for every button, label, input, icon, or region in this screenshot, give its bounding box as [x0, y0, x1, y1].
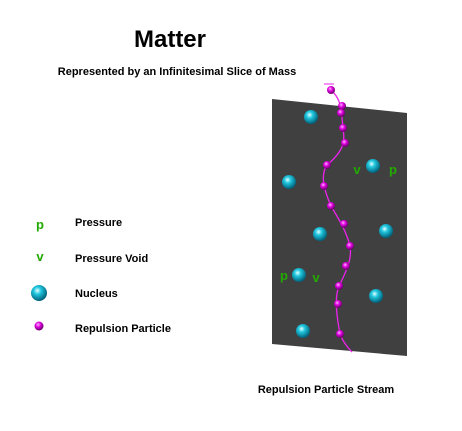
nuclei	[282, 110, 393, 338]
legend-label: Pressure	[75, 217, 122, 229]
nucleus	[369, 289, 383, 303]
slab-label: p	[389, 162, 397, 177]
subtitle: Represented by an Infinitesimal Slice of…	[58, 66, 296, 78]
particle	[342, 262, 350, 270]
legend-symbol: v	[36, 249, 44, 264]
nucleus	[313, 227, 327, 241]
slab-label: v	[353, 162, 361, 177]
caption: Repulsion Particle Stream	[258, 384, 395, 396]
title: Matter	[134, 26, 206, 53]
nucleus	[292, 268, 306, 282]
legend: p Pressure v Pressure Void Nucleus Repul…	[31, 217, 171, 335]
particle	[339, 124, 347, 132]
particle	[341, 139, 349, 147]
particle	[327, 202, 335, 210]
particle	[340, 220, 348, 228]
nucleus	[296, 324, 310, 338]
particle	[336, 330, 344, 338]
particle	[338, 102, 346, 110]
particle	[327, 86, 335, 94]
particles	[320, 86, 354, 338]
particle	[323, 161, 331, 169]
legend-label: Nucleus	[75, 288, 118, 300]
particle	[346, 242, 354, 250]
particle	[320, 182, 328, 190]
particle	[335, 282, 343, 290]
legend-nucleus	[31, 285, 47, 301]
legend-label: Pressure Void	[75, 253, 148, 265]
particle	[334, 300, 342, 308]
nucleus	[366, 159, 380, 173]
nucleus	[282, 175, 296, 189]
nucleus	[304, 110, 318, 124]
legend-symbol: p	[36, 217, 44, 232]
nucleus	[379, 224, 393, 238]
slab-label: v	[312, 270, 320, 285]
legend-particle	[34, 321, 44, 331]
particle	[337, 109, 345, 117]
legend-label: Repulsion Particle	[75, 323, 171, 335]
slab-label: p	[280, 268, 288, 283]
